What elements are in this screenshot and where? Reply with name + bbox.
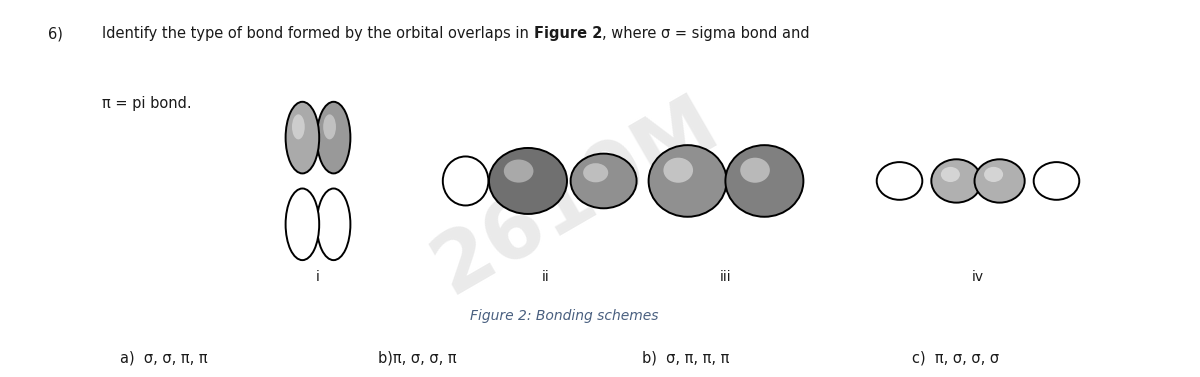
Text: b)π, σ, σ, π: b)π, σ, σ, π (378, 351, 457, 366)
Text: i: i (316, 270, 320, 284)
Text: c)  π, σ, σ, σ: c) π, σ, σ, σ (912, 351, 1000, 366)
Ellipse shape (323, 114, 336, 139)
Text: a)  σ, σ, π, π: a) σ, σ, π, π (120, 351, 208, 366)
Ellipse shape (877, 162, 923, 200)
Ellipse shape (443, 156, 488, 205)
Text: , where σ = sigma bond and: , where σ = sigma bond and (602, 26, 810, 41)
Ellipse shape (740, 158, 770, 183)
Ellipse shape (583, 163, 608, 182)
Ellipse shape (292, 114, 305, 139)
Text: Figure 2: Bonding schemes: Figure 2: Bonding schemes (469, 309, 659, 323)
Ellipse shape (941, 167, 960, 182)
Text: iii: iii (720, 270, 732, 284)
Ellipse shape (317, 102, 350, 173)
Ellipse shape (974, 159, 1025, 203)
Ellipse shape (664, 158, 694, 183)
Text: Figure 2: Figure 2 (534, 26, 602, 41)
Text: iv: iv (972, 270, 984, 284)
Ellipse shape (504, 159, 534, 182)
Text: ii: ii (542, 270, 550, 284)
Ellipse shape (286, 188, 319, 260)
Text: 2610M: 2610M (419, 82, 733, 310)
Text: b)  σ, π, π, π: b) σ, π, π, π (642, 351, 730, 366)
Text: π = pi bond.: π = pi bond. (102, 96, 192, 111)
Ellipse shape (648, 145, 726, 217)
Text: 6): 6) (48, 26, 62, 41)
Ellipse shape (1033, 162, 1079, 200)
Ellipse shape (571, 154, 637, 208)
Text: Identify the type of bond formed by the orbital overlaps in: Identify the type of bond formed by the … (102, 26, 534, 41)
Ellipse shape (725, 145, 804, 217)
Ellipse shape (286, 102, 319, 173)
Ellipse shape (490, 148, 568, 214)
Ellipse shape (317, 188, 350, 260)
Ellipse shape (984, 167, 1003, 182)
Ellipse shape (931, 159, 982, 203)
